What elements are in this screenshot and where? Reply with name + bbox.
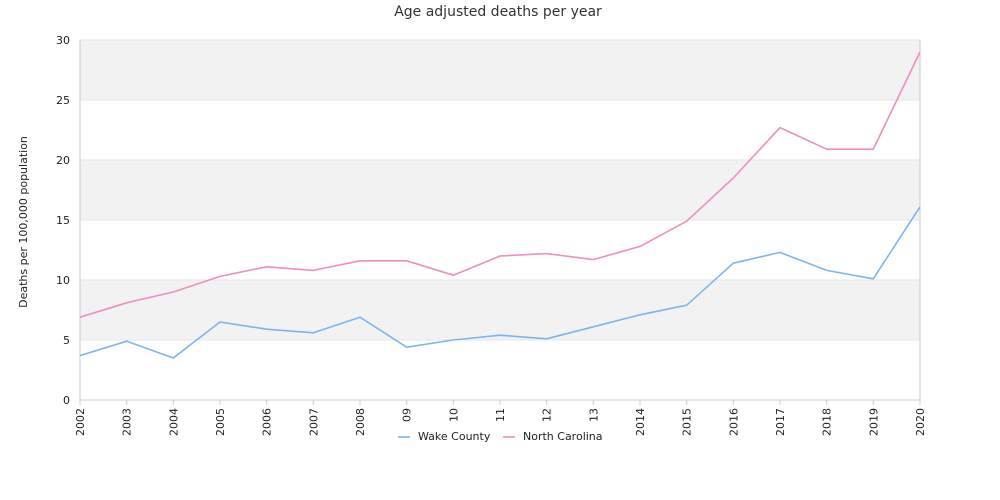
y-tick-label: 20 [56,154,70,167]
legend-label: Wake County [418,430,491,443]
x-tick-label: 2018 [821,408,834,436]
x-tick-label: 2019 [867,408,880,436]
gridlines [80,39,920,401]
y-axis-label: Deaths per 100,000 population [17,136,30,308]
series-line-wake-county [79,206,921,359]
x-tick-label: 2020 [914,408,927,436]
chart-title: Age adjusted deaths per year [394,4,602,20]
x-tick-label: 2007 [307,408,320,436]
y-tick-label: 15 [56,214,70,227]
y-tick-label: 0 [63,394,70,407]
x-tick-label: 10 [447,408,460,422]
x-axis-ticks: 2002 2003 2004 2005 2006 2007 2008 09 10 11 12 13 20… [74,400,927,436]
x-tick-label: 2014 [634,408,647,436]
x-tick-label: 12 [541,408,554,422]
series-lines [79,51,921,359]
x-tick-label: 2015 [681,408,694,436]
x-tick-label: 2016 [727,408,740,436]
legend[interactable]: Wake County North Carolina [398,430,603,443]
x-tick-label: 2006 [261,408,274,436]
legend-label: North Carolina [523,430,603,443]
x-tick-label: 09 [401,408,414,422]
x-tick-label: 2005 [214,408,227,436]
legend-item-wake-county[interactable]: Wake County [398,430,491,443]
x-tick-label: 2004 [167,408,180,436]
y-axis-ticks: 0 5 10 15 20 25 30 [56,34,70,407]
series-line-north-carolina [79,51,921,318]
y-tick-label: 5 [63,334,70,347]
x-tick-label: 2008 [354,408,367,436]
y-tick-label: 30 [56,34,70,47]
x-tick-label: 2017 [774,408,787,436]
y-tick-label: 25 [56,94,70,107]
y-tick-label: 10 [56,274,70,287]
x-tick-label: 2002 [74,408,87,436]
x-tick-label: 13 [587,408,600,422]
background-band [80,280,920,340]
legend-item-north-carolina[interactable]: North Carolina [503,430,603,443]
background-band [80,160,920,220]
x-tick-label: 2003 [121,408,134,436]
background-band [80,40,920,100]
plot-background-bands [80,40,920,340]
x-tick-label: 11 [494,408,507,422]
